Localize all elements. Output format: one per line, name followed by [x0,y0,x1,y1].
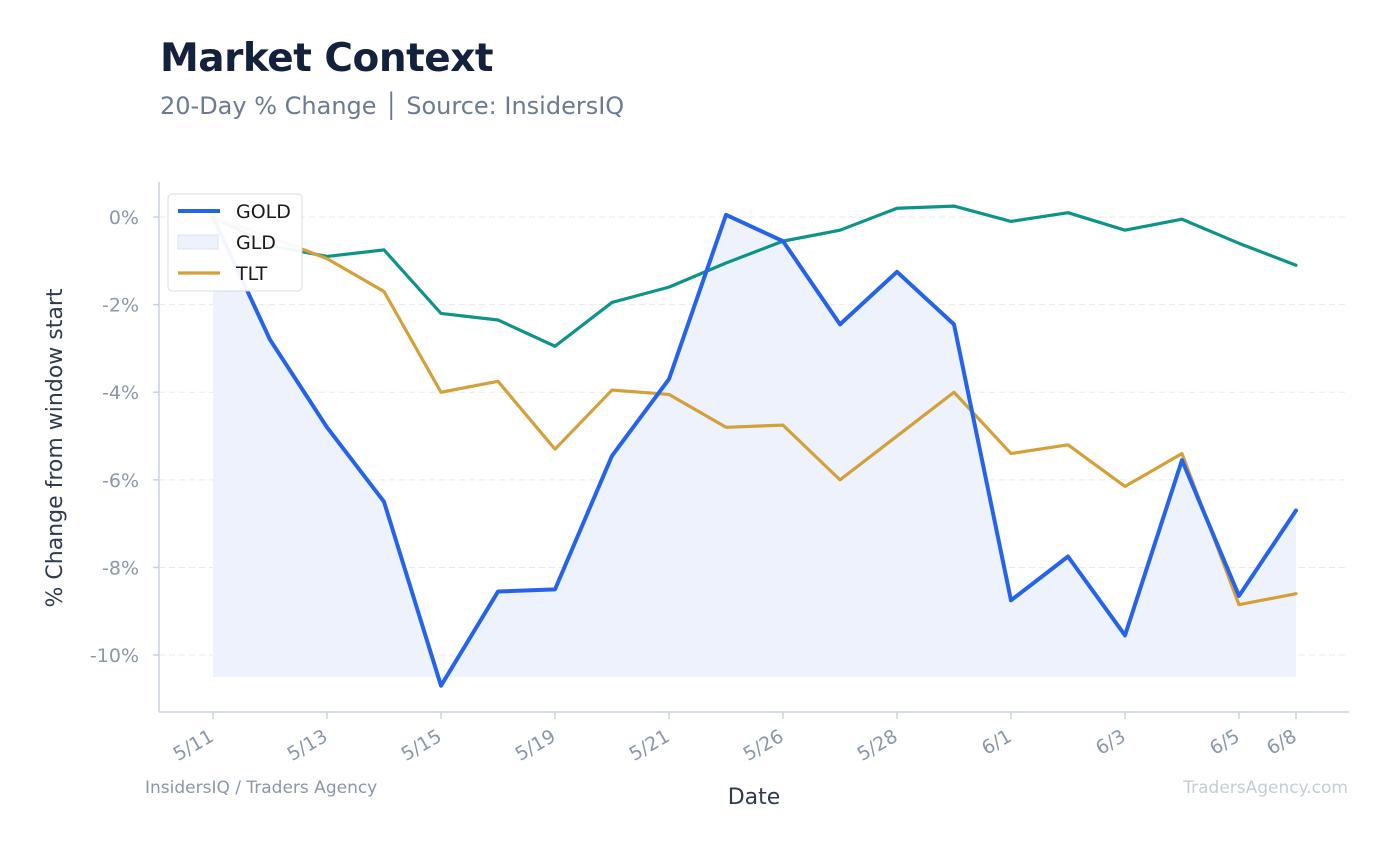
x-tick-label: 5/11 [170,725,218,765]
footer-watermark: TradersAgency.com [1183,778,1348,798]
y-tick-label: -4% [102,382,139,404]
x-tick-label: 5/26 [740,725,788,765]
x-tick-label: 6/8 [1263,725,1300,759]
x-tick-label: 5/15 [398,725,446,765]
page-subtitle: 20-Day % Change │ Source: InsidersIQ [160,92,625,120]
y-tick-label: -6% [102,470,139,492]
legend-label-gold: GOLD [236,201,291,223]
y-axis-label: % Change from window start [43,288,68,607]
series-line-tlt [211,215,1298,607]
y-tick-label: -2% [102,295,139,317]
y-tick-label: -8% [102,557,139,579]
legend-label-gld: GLD [236,232,276,254]
x-tick-label: 6/1 [978,725,1015,759]
page-title: Market Context [160,36,494,81]
legend: GOLD GLD TLT [167,193,303,292]
area-fill [213,214,1296,686]
x-tick-label: 5/19 [512,725,560,765]
series-line-gold [211,212,1298,688]
x-axis-label: Date [728,785,781,810]
x-tick-label: 6/3 [1092,725,1129,759]
x-tick-label: 5/28 [854,725,902,765]
x-tick-label: 6/5 [1206,725,1243,759]
y-tick-label: 0% [109,207,139,229]
x-tick-label: 5/21 [626,725,674,765]
x-tick-label: 5/13 [284,725,332,765]
legend-swatch-gld [177,234,219,250]
legend-box [167,193,303,292]
footer-credit: InsidersIQ / Traders Agency [145,778,378,798]
y-tick-label: -10% [90,645,139,667]
legend-label-tlt: TLT [235,263,268,285]
series-line-gld [211,204,1298,348]
